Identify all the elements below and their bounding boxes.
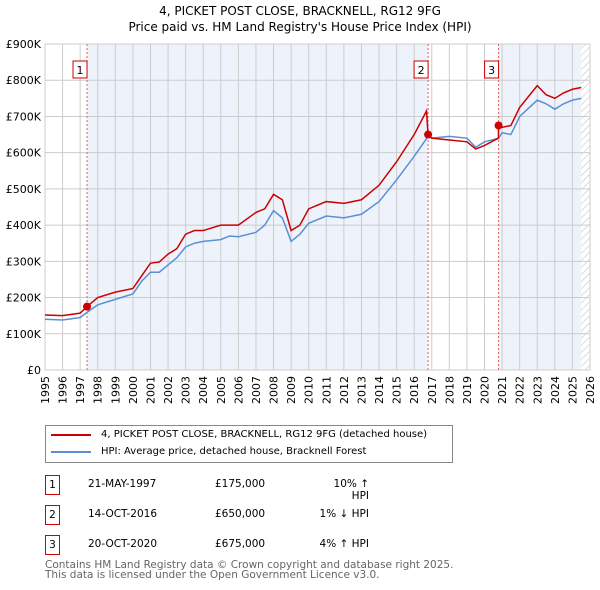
- sale-date: 20-OCT-2020: [88, 538, 157, 550]
- x-tick-label: 2015: [391, 376, 404, 404]
- x-tick-label: 2025: [566, 376, 579, 404]
- plot-border: [44, 43, 591, 371]
- sale-point: [424, 130, 433, 139]
- x-tick-label: 2022: [514, 376, 527, 404]
- y-tick-label: £900K: [6, 38, 42, 51]
- x-tick-label: 2009: [285, 376, 298, 404]
- x-tick-label: 2017: [426, 376, 439, 404]
- x-tick-label: 2006: [232, 376, 245, 404]
- x-tick-label: 2011: [320, 376, 333, 404]
- property-line: [44, 84, 582, 317]
- x-tick-label: 2024: [549, 376, 562, 404]
- sale-marker-box: [484, 60, 500, 79]
- y-tick-label: £600K: [6, 147, 42, 160]
- x-tick-label: 2004: [197, 376, 210, 404]
- x-tick-label: 2021: [496, 376, 509, 404]
- y-tick-label: £700K: [6, 110, 42, 123]
- x-tick-label: 1999: [109, 376, 122, 404]
- sale-number: 1: [45, 475, 60, 495]
- x-tick-label: 2000: [127, 376, 140, 404]
- y-tick-label: £400K: [6, 219, 42, 232]
- x-tick-label: 2014: [373, 376, 386, 404]
- legend-hpi: HPI: Average price, detached house, Brac…: [101, 446, 367, 457]
- x-tick-label: 2001: [144, 376, 157, 404]
- x-tick-label: 2010: [303, 376, 316, 404]
- y-tick-label: £300K: [6, 255, 42, 268]
- legend-property: 4, PICKET POST CLOSE, BRACKNELL, RG12 9F…: [101, 429, 428, 440]
- sale-point: [494, 121, 503, 130]
- future-hatch: [581, 44, 590, 370]
- chart-title: 4, PICKET POST CLOSE, BRACKNELL, RG12 9F…: [159, 4, 441, 18]
- shaded-range: [87, 44, 429, 370]
- x-tick-label: 2020: [479, 376, 492, 404]
- x-tick-label: 2002: [162, 376, 175, 404]
- x-tick-label: 2026: [584, 376, 597, 404]
- y-tick-label: £500K: [6, 183, 42, 196]
- hpi-line: [44, 97, 582, 321]
- x-tick-label: 1995: [39, 376, 52, 404]
- x-tick-label: 1996: [57, 376, 70, 404]
- x-tick-label: 1998: [92, 376, 105, 404]
- sale-number: 2: [45, 505, 60, 525]
- sale-hpi-diff: 1% ↓ HPI: [319, 508, 369, 520]
- y-tick-label: £800K: [6, 74, 42, 87]
- price-chart: 4, PICKET POST CLOSE, BRACKNELL, RG12 9F…: [6, 4, 597, 404]
- chart-subtitle: Price paid vs. HM Land Registry's House …: [128, 20, 471, 34]
- sale-marker-label: 1: [77, 64, 84, 77]
- x-tick-label: 2018: [443, 376, 456, 404]
- sale-row: 2 14-OCT-2016 £650,000 1% ↓ HPI: [45, 505, 445, 525]
- sale-marker-label: 3: [488, 64, 495, 77]
- sale-price: £650,000: [215, 508, 266, 520]
- y-tick-label: £0: [27, 364, 41, 377]
- sale-date: 21-MAY-1997: [88, 478, 157, 490]
- shaded-range: [498, 44, 582, 370]
- x-tick-label: 2012: [338, 376, 351, 404]
- x-tick-label: 1997: [74, 376, 87, 404]
- x-tick-label: 2003: [180, 376, 193, 404]
- footer-line-2: This data is licensed under the Open Gov…: [45, 569, 380, 581]
- sale-point: [83, 302, 92, 311]
- x-tick-label: 2016: [408, 376, 421, 404]
- sale-marker-box: [72, 60, 88, 79]
- x-tick-label: 2019: [461, 376, 474, 404]
- sale-row: 3 20-OCT-2020 £675,000 4% ↑ HPI: [45, 535, 445, 555]
- x-tick-label: 2013: [355, 376, 368, 404]
- sale-price: £675,000: [215, 538, 266, 550]
- footer-line-1: Contains HM Land Registry data © Crown c…: [45, 559, 454, 571]
- x-tick-label: 2008: [268, 376, 281, 404]
- sale-marker-box: [413, 60, 429, 79]
- x-tick-label: 2005: [215, 376, 228, 404]
- x-tick-label: 2007: [250, 376, 263, 404]
- y-tick-label: £100K: [6, 328, 42, 341]
- legend: 4, PICKET POST CLOSE, BRACKNELL, RG12 9F…: [45, 425, 453, 463]
- sale-row: 1 21-MAY-1997 £175,000 10% ↑ HPI: [45, 475, 445, 502]
- sale-hpi-diff: 4% ↑ HPI: [319, 538, 369, 550]
- sale-number: 3: [45, 535, 60, 555]
- legend-blue-line: [51, 450, 91, 453]
- x-tick-label: 2023: [531, 376, 544, 404]
- sale-marker-label: 2: [418, 64, 425, 77]
- y-tick-label: £200K: [6, 292, 42, 305]
- sale-hpi-diff: 10% ↑ HPI: [333, 478, 369, 502]
- sale-date: 14-OCT-2016: [88, 508, 157, 520]
- sale-price: £175,000: [215, 478, 266, 490]
- legend-red-line: [51, 433, 91, 436]
- footer: Contains HM Land Registry data © Crown c…: [45, 559, 454, 581]
